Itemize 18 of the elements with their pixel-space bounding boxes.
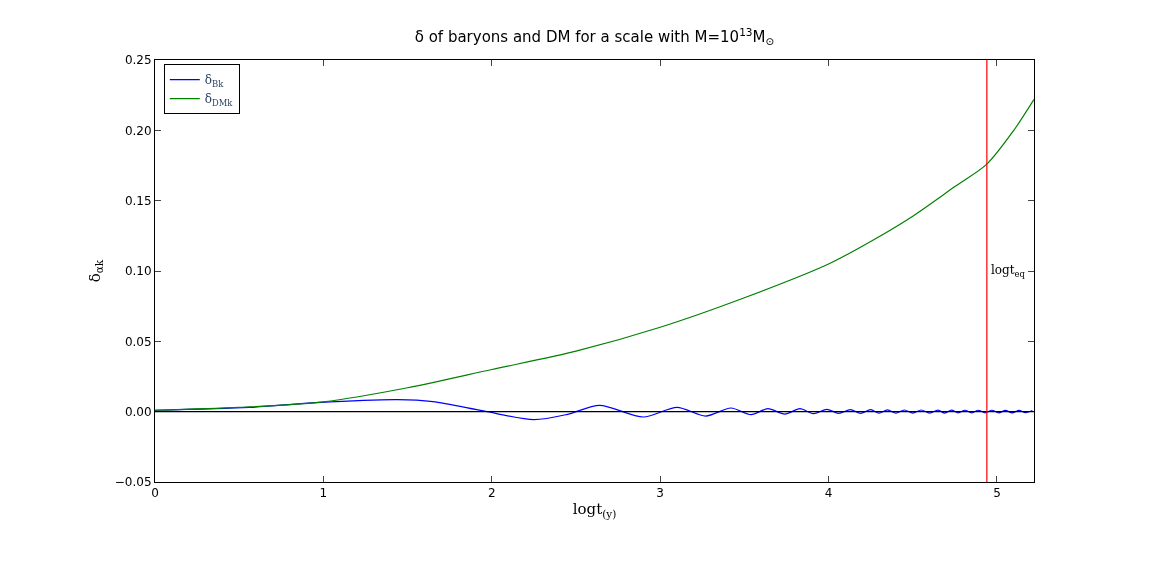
- x-tick-label: 5: [993, 486, 1001, 501]
- x-tick-label: 3: [656, 486, 664, 501]
- y-tick-label: 0.00: [124, 404, 152, 419]
- y-tick-label: 0.25: [124, 53, 152, 68]
- x-tick-label: 4: [824, 486, 833, 501]
- y-tick-label: 0.20: [124, 123, 152, 138]
- x-axis-title: logt$_{(y)}$: [572, 500, 617, 520]
- legend-label: δ$_{Bk}$: [204, 73, 225, 89]
- y-tick-label: −0.05: [114, 475, 152, 490]
- x-tick-label: 0: [151, 486, 159, 501]
- chart-title: δ of baryons and DM for a scale with M=10$^{13}$M$_{⊙}$: [414, 25, 775, 48]
- y-tick-label: 0.15: [124, 193, 152, 208]
- legend-label: δ$_{DMk}$: [204, 92, 234, 108]
- x-tick-label: 1: [319, 486, 328, 501]
- y-tick-label: 0.05: [124, 334, 152, 349]
- ref-line-label: logt$_{eq}$: [991, 263, 1026, 279]
- y-tick-label: 0.10: [124, 264, 152, 279]
- x-tick-label: 2: [487, 486, 496, 501]
